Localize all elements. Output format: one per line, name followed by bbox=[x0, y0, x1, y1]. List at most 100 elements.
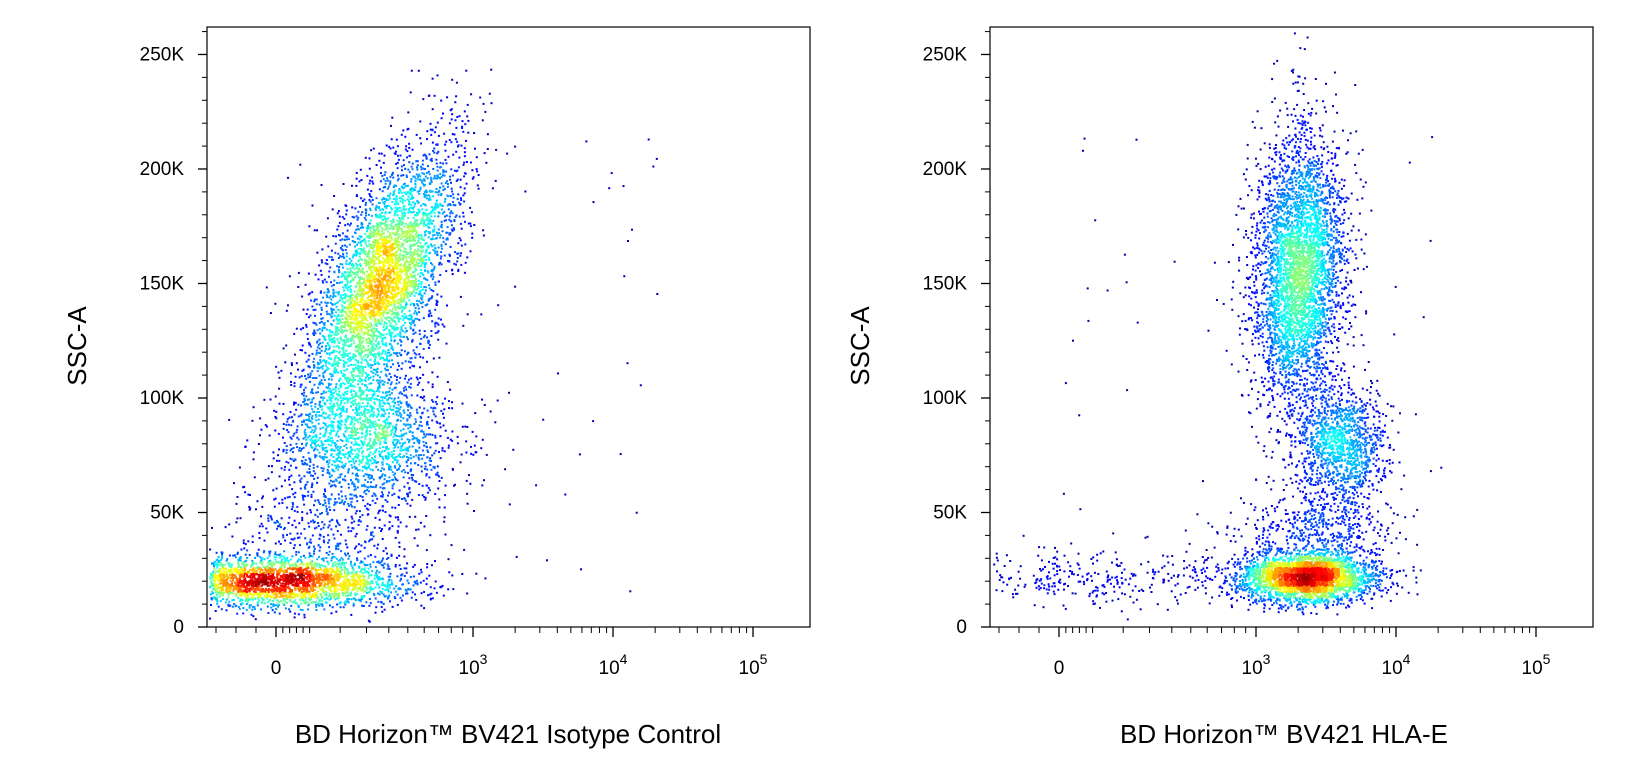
data-point bbox=[315, 415, 318, 418]
data-point bbox=[251, 419, 254, 422]
data-point bbox=[496, 399, 499, 402]
data-point bbox=[336, 413, 339, 416]
data-point bbox=[436, 421, 439, 424]
data-point bbox=[308, 541, 311, 544]
data-point bbox=[439, 261, 442, 264]
data-point bbox=[305, 413, 308, 416]
data-point bbox=[345, 443, 348, 446]
data-point bbox=[418, 442, 421, 444]
data-point bbox=[418, 282, 421, 285]
data-point bbox=[336, 543, 339, 545]
data-point bbox=[323, 326, 326, 329]
data-point bbox=[435, 143, 438, 146]
data-point bbox=[452, 153, 455, 156]
data-point bbox=[421, 208, 424, 211]
data-point bbox=[236, 496, 239, 498]
data-point bbox=[218, 559, 220, 562]
data-point bbox=[361, 514, 364, 517]
data-point bbox=[294, 375, 297, 378]
data-point bbox=[384, 352, 387, 355]
data-point bbox=[408, 202, 411, 205]
data-point bbox=[318, 604, 321, 607]
data-point bbox=[353, 290, 356, 293]
data-point bbox=[338, 270, 341, 273]
data-point bbox=[382, 566, 385, 569]
data-point bbox=[380, 601, 383, 604]
data-point bbox=[430, 330, 433, 332]
data-point bbox=[406, 579, 409, 582]
data-point bbox=[408, 487, 411, 490]
data-point bbox=[357, 450, 360, 453]
data-point bbox=[381, 208, 384, 210]
data-point bbox=[362, 605, 365, 607]
data-point bbox=[387, 556, 390, 559]
data-point bbox=[366, 402, 369, 405]
data-point bbox=[411, 498, 414, 501]
data-point bbox=[433, 466, 436, 469]
data-point bbox=[578, 453, 581, 456]
data-point bbox=[384, 511, 387, 513]
data-point bbox=[293, 413, 296, 416]
data-point bbox=[278, 554, 280, 556]
data-point bbox=[360, 240, 363, 243]
data-point bbox=[278, 387, 281, 390]
data-point bbox=[461, 425, 464, 428]
data-point bbox=[585, 140, 588, 143]
data-point bbox=[358, 380, 361, 383]
data-point bbox=[398, 221, 401, 224]
data-point bbox=[322, 392, 325, 394]
data-point bbox=[368, 157, 371, 160]
data-point bbox=[336, 439, 339, 442]
data-point bbox=[320, 440, 323, 443]
data-point bbox=[301, 516, 304, 519]
data-point bbox=[301, 462, 304, 465]
data-point bbox=[333, 270, 336, 273]
data-point bbox=[369, 538, 372, 541]
data-point bbox=[373, 438, 376, 441]
data-point bbox=[312, 425, 315, 428]
data-point bbox=[369, 364, 372, 366]
data-point bbox=[417, 69, 420, 72]
data-point bbox=[460, 244, 463, 247]
data-point bbox=[420, 283, 423, 286]
data-point bbox=[397, 319, 400, 322]
data-point bbox=[428, 346, 430, 349]
data-point bbox=[344, 562, 347, 564]
data-point bbox=[376, 583, 379, 586]
data-point bbox=[384, 421, 387, 424]
data-point bbox=[394, 213, 397, 216]
data-point bbox=[349, 267, 352, 270]
data-point bbox=[290, 362, 293, 365]
data-point bbox=[330, 256, 333, 259]
data-point bbox=[419, 343, 422, 345]
data-point bbox=[355, 478, 358, 481]
data-point bbox=[337, 564, 340, 567]
data-point bbox=[410, 203, 413, 206]
data-point bbox=[395, 352, 398, 355]
data-point bbox=[336, 265, 339, 268]
data-point bbox=[406, 492, 408, 495]
data-point bbox=[312, 466, 315, 469]
data-point bbox=[352, 602, 355, 605]
data-point bbox=[421, 217, 424, 220]
data-point bbox=[362, 457, 365, 460]
data-point bbox=[217, 605, 220, 608]
data-point bbox=[310, 345, 313, 348]
data-point bbox=[348, 360, 351, 363]
data-point bbox=[431, 141, 434, 144]
data-point bbox=[367, 619, 370, 622]
data-point bbox=[407, 360, 410, 363]
data-point bbox=[387, 360, 390, 363]
data-point bbox=[359, 520, 362, 523]
data-point bbox=[274, 551, 277, 554]
data-point bbox=[338, 497, 341, 500]
data-point bbox=[420, 568, 422, 571]
data-point bbox=[405, 461, 408, 464]
data-point bbox=[357, 454, 360, 457]
data-point bbox=[349, 446, 352, 449]
data-point bbox=[418, 458, 421, 461]
data-point bbox=[392, 482, 395, 485]
data-point bbox=[409, 188, 412, 191]
data-point bbox=[325, 456, 328, 459]
data-point bbox=[401, 330, 404, 333]
